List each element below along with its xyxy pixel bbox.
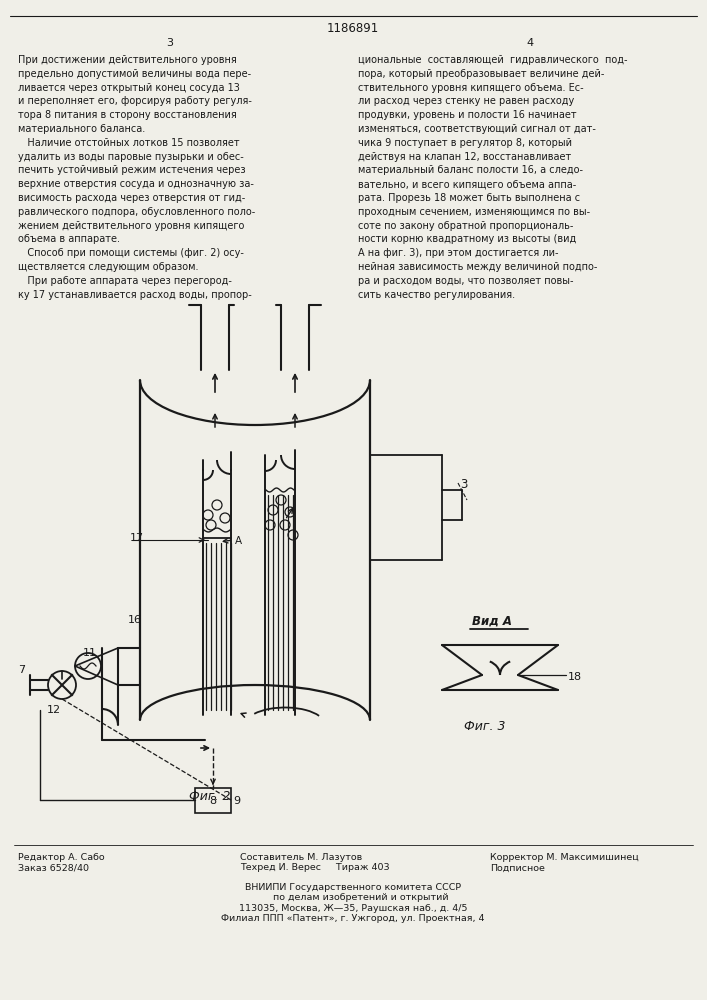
Text: предельно допустимой величины вода пере-: предельно допустимой величины вода пере- bbox=[18, 69, 251, 79]
Text: А: А bbox=[235, 536, 242, 546]
Text: тора 8 питания в сторону восстановления: тора 8 питания в сторону восстановления bbox=[18, 110, 237, 120]
Text: продувки, уровень и полости 16 начинает: продувки, уровень и полости 16 начинает bbox=[358, 110, 577, 120]
Text: рата. Прорезь 18 может быть выполнена с: рата. Прорезь 18 может быть выполнена с bbox=[358, 193, 580, 203]
Text: ВНИИПИ Государственного комитета СССР
     по делам изобретений и открытий
11303: ВНИИПИ Государственного комитета СССР по… bbox=[221, 883, 485, 923]
Text: При достижении действительного уровня: При достижении действительного уровня bbox=[18, 55, 237, 65]
Text: Составитель М. Лазутов
Техред И. Верес     Тираж 403: Составитель М. Лазутов Техред И. Верес Т… bbox=[240, 853, 390, 872]
Text: 17: 17 bbox=[130, 533, 144, 543]
Text: ку 17 устанавливается расход воды, пропор-: ку 17 устанавливается расход воды, пропо… bbox=[18, 290, 252, 300]
Text: А на фиг. 3), при этом достигается ли-: А на фиг. 3), при этом достигается ли- bbox=[358, 248, 559, 258]
Text: ствительного уровня кипящего объема. Ес-: ствительного уровня кипящего объема. Ес- bbox=[358, 83, 583, 93]
Text: ливается через открытый конец сосуда 13: ливается через открытый конец сосуда 13 bbox=[18, 83, 240, 93]
Text: 16: 16 bbox=[128, 615, 142, 625]
Text: Вид A: Вид A bbox=[472, 615, 512, 628]
Text: Фиг. 2: Фиг. 2 bbox=[189, 790, 230, 803]
Text: 3: 3 bbox=[460, 478, 467, 491]
Text: действуя на клапан 12, восстанавливает: действуя на клапан 12, восстанавливает bbox=[358, 152, 571, 162]
Text: Корректор М. Максимишинец
Подписное: Корректор М. Максимишинец Подписное bbox=[490, 853, 638, 872]
Text: ществляется следующим образом.: ществляется следующим образом. bbox=[18, 262, 199, 272]
Text: пора, который преобразовывает величине дей-: пора, который преобразовывает величине д… bbox=[358, 69, 604, 79]
Text: Фиг. 3: Фиг. 3 bbox=[464, 720, 506, 733]
Text: равлического подпора, обусловленного поло-: равлического подпора, обусловленного пол… bbox=[18, 207, 255, 217]
Text: 8: 8 bbox=[209, 796, 216, 806]
Text: Наличие отстойных лотков 15 позволяет: Наличие отстойных лотков 15 позволяет bbox=[18, 138, 240, 148]
Text: нейная зависимость между величиной подпо-: нейная зависимость между величиной подпо… bbox=[358, 262, 597, 272]
Text: объема в аппарате.: объема в аппарате. bbox=[18, 234, 120, 244]
Text: верхние отверстия сосуда и однозначную за-: верхние отверстия сосуда и однозначную з… bbox=[18, 179, 254, 189]
Text: Редактор А. Сабо
Заказ 6528/40: Редактор А. Сабо Заказ 6528/40 bbox=[18, 853, 105, 872]
Text: удалить из воды паровые пузырьки и обес-: удалить из воды паровые пузырьки и обес- bbox=[18, 152, 244, 162]
Text: 7: 7 bbox=[18, 665, 25, 675]
Text: и переполняет его, форсируя работу регуля-: и переполняет его, форсируя работу регул… bbox=[18, 96, 252, 106]
Text: 1186891: 1186891 bbox=[327, 22, 379, 35]
Text: 9: 9 bbox=[233, 796, 240, 806]
Text: материальный баланс полости 16, а следо-: материальный баланс полости 16, а следо- bbox=[358, 165, 583, 175]
Text: 12: 12 bbox=[47, 705, 61, 715]
Text: 18: 18 bbox=[568, 672, 582, 682]
Text: жением действительного уровня кипящего: жением действительного уровня кипящего bbox=[18, 221, 245, 231]
Text: ности корню квадратному из высоты (вид: ности корню квадратному из высоты (вид bbox=[358, 234, 576, 244]
Text: ли расход через стенку не равен расходу: ли расход через стенку не равен расходу bbox=[358, 96, 574, 106]
Text: вательно, и всего кипящего объема аппа-: вательно, и всего кипящего объема аппа- bbox=[358, 179, 576, 189]
Text: 3: 3 bbox=[167, 38, 173, 48]
Text: висимость расхода через отверстия от гид-: висимость расхода через отверстия от гид… bbox=[18, 193, 245, 203]
Text: 4: 4 bbox=[527, 38, 534, 48]
Text: печить устойчивый режим истечения через: печить устойчивый режим истечения через bbox=[18, 165, 245, 175]
Text: чика 9 поступает в регулятор 8, который: чика 9 поступает в регулятор 8, который bbox=[358, 138, 572, 148]
Text: соте по закону обратной пропорциональ-: соте по закону обратной пропорциональ- bbox=[358, 221, 573, 231]
Text: Способ при помощи системы (фиг. 2) осу-: Способ при помощи системы (фиг. 2) осу- bbox=[18, 248, 244, 258]
Text: циональные  составляющей  гидравлического  под-: циональные составляющей гидравлического … bbox=[358, 55, 628, 65]
Bar bbox=[195, 788, 231, 813]
Text: сить качество регулирования.: сить качество регулирования. bbox=[358, 290, 515, 300]
Text: ра и расходом воды, что позволяет повы-: ра и расходом воды, что позволяет повы- bbox=[358, 276, 573, 286]
Text: проходным сечением, изменяющимся по вы-: проходным сечением, изменяющимся по вы- bbox=[358, 207, 590, 217]
Text: изменяться, соответствующий сигнал от дат-: изменяться, соответствующий сигнал от да… bbox=[358, 124, 596, 134]
Text: При работе аппарата через перегород-: При работе аппарата через перегород- bbox=[18, 276, 232, 286]
Text: материального баланса.: материального баланса. bbox=[18, 124, 145, 134]
Text: 11: 11 bbox=[83, 648, 97, 658]
